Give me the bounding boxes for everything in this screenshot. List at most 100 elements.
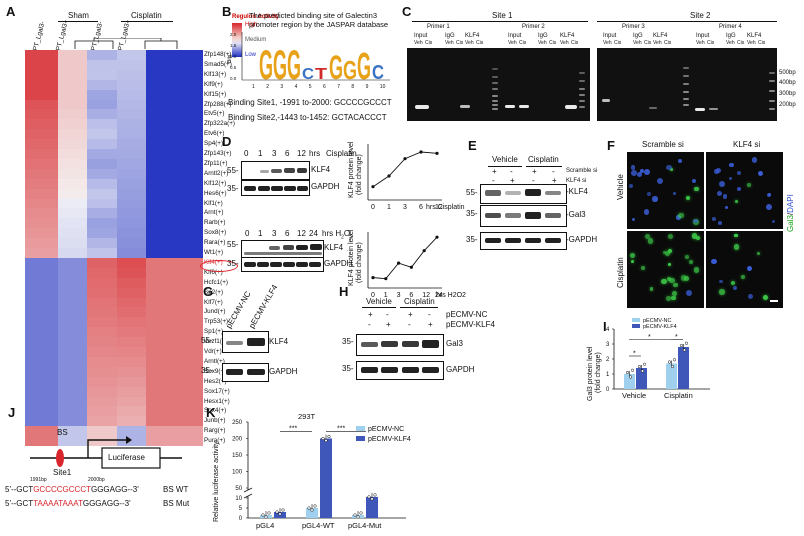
- heatmap-cell: [87, 178, 117, 189]
- heatmap-row-label: Zfp143(+): [204, 150, 232, 157]
- data-point: [667, 360, 672, 364]
- chip-cis-label: Cis: [707, 40, 715, 46]
- svg-text:Bits: Bits: [227, 54, 233, 63]
- cell: [665, 250, 670, 256]
- d-bottom-timepoint: 6: [285, 229, 290, 238]
- cisplatin-bracket: [121, 21, 173, 22]
- heatmap-cell: [117, 317, 146, 328]
- chip-veh-label: Veh: [726, 40, 735, 46]
- heatmap-row-label: Klf1(+): [204, 199, 223, 207]
- heatmap-row-label: Zfp148(+): [204, 51, 232, 58]
- e-gal3-label: -Gal3: [566, 210, 586, 219]
- y-tick-label: 250: [232, 420, 243, 426]
- marker-300: 300bp: [779, 91, 796, 97]
- e-klf4si-sign: +: [510, 176, 515, 185]
- h-nc-sign: -: [428, 310, 431, 319]
- cell: [762, 295, 768, 301]
- chip-gel-site2: [597, 48, 777, 121]
- heatmap-cell: [117, 168, 146, 180]
- heatmap-cell: [87, 59, 117, 71]
- data-point: [403, 157, 407, 161]
- cell: [692, 178, 696, 183]
- x-axis-label: hrs Cisplatin: [426, 204, 465, 211]
- f-image-vehicle-scramble: [627, 152, 704, 229]
- bar: [366, 496, 378, 518]
- h-gapdh-label: GAPDH: [446, 365, 475, 374]
- d-top-timepoint: 1: [258, 149, 263, 158]
- svg-text:G: G: [329, 49, 343, 87]
- heatmap-row-label: Rarb(+): [204, 219, 226, 227]
- heatmap-cell: [87, 198, 117, 209]
- cell: [652, 196, 658, 202]
- chip-lane-group-label: IgG: [538, 33, 548, 39]
- k-luciferase-bar-chart: 0 5 10 50 100 150 200 250 pGL4 pGL4-WT pGL4-Mut ***…: [213, 412, 411, 530]
- bar: [678, 347, 689, 389]
- chip-cis-label: Cis: [456, 40, 464, 46]
- chip-lane-group-label: KLF4: [560, 33, 575, 39]
- cell: [677, 159, 682, 164]
- heatmap-cell: [58, 79, 87, 90]
- data-point: [642, 362, 647, 366]
- cell: [636, 171, 642, 177]
- heatmap-cell: [146, 257, 203, 269]
- primer4-label: Primer 4: [719, 24, 742, 30]
- cell: [734, 233, 738, 238]
- site2-label: Site 2: [690, 11, 711, 20]
- chip-veh-label: Veh: [508, 40, 517, 46]
- heatmap-cell: [87, 168, 117, 180]
- heatmap-row-label: Arntl2(+): [204, 169, 229, 177]
- data-point: [419, 150, 423, 154]
- heatmap-cell: [87, 149, 117, 160]
- y-tick-label: 0: [606, 387, 610, 393]
- heatmap-cell: [117, 79, 146, 90]
- g-gapdh-blot: [222, 363, 269, 382]
- x-tick-label: 1: [384, 292, 388, 299]
- h-klf4-sign: +: [386, 320, 391, 329]
- y-axis-label-2: (fold change): [356, 154, 363, 195]
- chip-veh-label: Veh: [747, 40, 756, 46]
- heatmap-cell: [146, 89, 203, 100]
- heatmap-row-label: Smad5(+): [204, 60, 232, 68]
- logo-position-tick: 5: [309, 84, 312, 90]
- data-point: [313, 504, 317, 508]
- heatmap-row-label: Hes6(+): [204, 189, 227, 197]
- heatmap-cell: [58, 119, 87, 130]
- j-bp2: 2000bp: [88, 477, 105, 483]
- j-bp1: 1991bp: [30, 477, 47, 483]
- heatmap-cell: [87, 119, 117, 130]
- panel-a-label: A: [6, 4, 16, 19]
- sig-star: *: [675, 334, 678, 341]
- heatmap-cell: [117, 267, 146, 279]
- heatmap-cell: [87, 139, 117, 150]
- d-mw-35a: 35-: [227, 184, 239, 193]
- heatmap-cell: [25, 149, 58, 160]
- j-wt-sequence: 5'--GCTGCCCCGCCCTGGGAGG--3': [5, 485, 139, 494]
- heatmap-cell: [146, 337, 203, 348]
- regulon-legend-title: Regulon Activity: [232, 14, 280, 20]
- scale-bar: [770, 300, 778, 302]
- cell: [756, 252, 760, 256]
- cell: [692, 218, 698, 224]
- cell: [631, 218, 635, 222]
- heatmap-row-label: Zfp322a(+): [204, 120, 235, 128]
- bar: [320, 438, 332, 518]
- heatmap-cell: [117, 188, 146, 199]
- legend-label-nc: pECMV-NC: [368, 426, 404, 433]
- e-klf4si: KLF4 si: [566, 178, 587, 184]
- heatmap-cell: [58, 267, 87, 279]
- g-mw-35: 35-: [201, 366, 213, 375]
- heatmap-cell: [58, 188, 87, 199]
- heatmap-cell: [25, 287, 58, 298]
- f-stain-label: Gal3/DAPI: [786, 194, 795, 232]
- cell: [671, 290, 677, 297]
- chip-lane-group-label: IgG: [726, 33, 736, 39]
- y-tick-label: 1: [606, 372, 610, 378]
- heatmap-cell: [87, 218, 117, 229]
- d-top-treatment: Cisplatin: [326, 149, 357, 158]
- chip-veh-label: Veh: [653, 40, 662, 46]
- heatmap-cell: [58, 317, 87, 328]
- e-cisplatin: Cisplatin: [528, 155, 559, 164]
- chip-veh-label: Veh: [633, 40, 642, 46]
- heatmap-cell: [117, 277, 146, 288]
- cell: [657, 178, 663, 185]
